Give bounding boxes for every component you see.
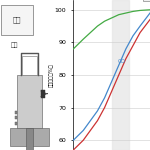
Bar xyxy=(17,75,42,128)
Bar xyxy=(27,128,33,150)
Bar xyxy=(11,128,49,146)
Y-axis label: 浄化効率（%）: 浄化効率（%） xyxy=(48,63,53,87)
Bar xyxy=(15,116,17,119)
Bar xyxy=(112,0,129,150)
Text: テム: テム xyxy=(13,16,21,23)
FancyBboxPatch shape xyxy=(1,4,33,34)
Bar xyxy=(15,122,17,124)
Bar xyxy=(15,111,17,114)
Bar xyxy=(41,90,45,98)
Text: CO: CO xyxy=(117,59,125,64)
Text: ルブ: ルブ xyxy=(11,42,18,48)
